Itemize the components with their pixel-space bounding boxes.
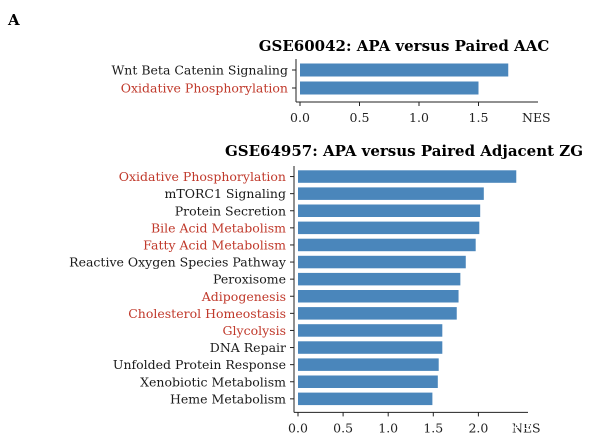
bar xyxy=(300,63,509,77)
category-label: Adipogenesis xyxy=(201,289,286,304)
category-label: Oxidative Phosphorylation xyxy=(121,81,288,96)
bar xyxy=(298,221,480,235)
x-tick-label: 2.0 xyxy=(468,420,488,435)
category-label: Peroxisome xyxy=(213,272,286,287)
category-label: Protein Secretion xyxy=(175,203,286,218)
watermark: 知乎 @周玥 xyxy=(508,416,577,432)
category-label: Oxidative Phosphorylation xyxy=(119,169,286,184)
chart-title: GSE64957: APA versus Paired Adjacent ZG xyxy=(225,142,583,160)
bar xyxy=(298,204,481,217)
chart-gse64957: GSE64957: APA versus Paired Adjacent ZG O… xyxy=(69,142,583,435)
bar xyxy=(298,358,439,371)
category-label: Unfolded Protein Response xyxy=(113,357,286,372)
x-axis-label: NES xyxy=(522,110,551,125)
x-axis-label: NES xyxy=(512,420,541,435)
bar xyxy=(300,81,479,95)
bar xyxy=(298,238,476,252)
bar xyxy=(298,307,457,320)
x-tick-label: 0.0 xyxy=(288,420,308,435)
category-label: Bile Acid Metabolism xyxy=(151,220,286,235)
x-tick-label: 1.0 xyxy=(409,110,429,125)
x-tick-label: 0.0 xyxy=(290,110,310,125)
x-tick-label: 0.5 xyxy=(350,110,370,125)
category-label: Glycolysis xyxy=(223,323,286,338)
category-label: Cholesterol Homeostasis xyxy=(128,306,286,321)
bar xyxy=(298,272,461,286)
category-label: Xenobiotic Metabolism xyxy=(140,374,286,389)
bar xyxy=(298,392,433,406)
bar xyxy=(298,290,459,303)
bar xyxy=(298,341,443,354)
panel-label: A xyxy=(7,11,20,29)
category-label: Reactive Oxygen Species Pathway xyxy=(69,255,287,270)
bar xyxy=(298,170,517,183)
x-tick-label: 0.5 xyxy=(333,420,353,435)
x-tick-label: 1.5 xyxy=(423,420,443,435)
bar xyxy=(298,324,443,337)
bar xyxy=(298,187,484,200)
bar xyxy=(298,255,466,269)
category-label: mTORC1 Signaling xyxy=(165,186,286,201)
category-label: Heme Metabolism xyxy=(170,391,286,406)
category-label: Wnt Beta Catenin Signaling xyxy=(111,63,288,78)
chart-gse60042: GSE60042: APA versus Paired AAC Wnt Beta … xyxy=(111,37,550,125)
x-tick-label: 1.0 xyxy=(378,420,398,435)
chart-title: GSE60042: APA versus Paired AAC xyxy=(259,37,550,55)
x-tick-label: 1.5 xyxy=(469,110,489,125)
bar xyxy=(298,375,438,388)
category-label: Fatty Acid Metabolism xyxy=(143,237,286,252)
category-label: DNA Repair xyxy=(210,340,286,355)
